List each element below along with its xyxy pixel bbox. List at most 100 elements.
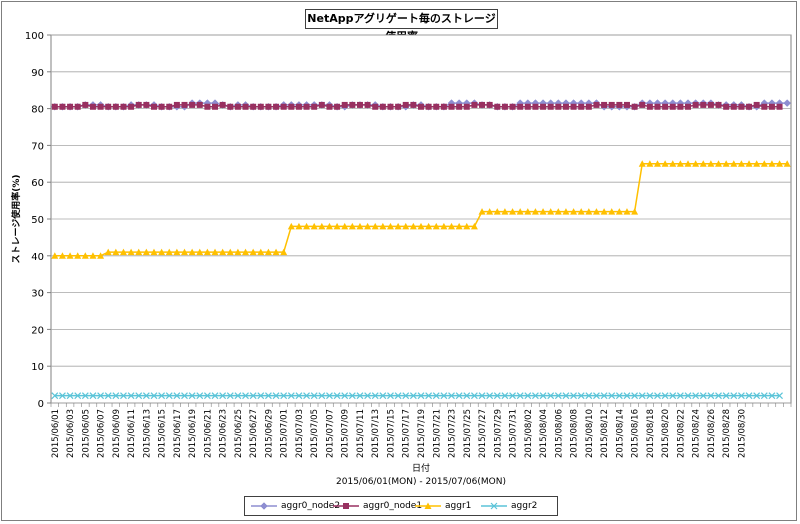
data-point-aggr2	[287, 392, 295, 400]
data-point-aggr2	[745, 392, 753, 400]
data-point-aggr0_node1	[273, 103, 280, 110]
data-point-aggr1	[333, 222, 341, 230]
data-point-aggr1	[516, 208, 524, 215]
data-point-aggr1	[119, 248, 127, 256]
data-point-aggr2	[539, 392, 547, 400]
x-tick-label: 2015/07/01	[280, 409, 290, 458]
data-point-aggr2	[570, 392, 578, 400]
data-point-aggr2	[387, 392, 394, 400]
data-point-aggr0_node1	[761, 103, 768, 110]
data-point-aggr1	[135, 248, 143, 256]
data-point-aggr2	[196, 392, 204, 400]
legend-label: aggr2	[511, 501, 538, 511]
data-point-aggr1	[211, 248, 219, 256]
x-tick-label: 2015/06/05	[81, 409, 91, 458]
data-point-aggr2	[692, 392, 700, 400]
y-axis-label: ストレージ使用率(%)	[10, 174, 22, 263]
data-point-aggr0_node1	[303, 103, 310, 110]
data-point-aggr2	[417, 392, 425, 400]
data-point-aggr2	[760, 392, 768, 400]
y-tick-label: 40	[31, 252, 44, 263]
data-point-aggr1	[181, 248, 189, 256]
data-point-aggr0_node1	[494, 103, 501, 110]
y-tick-label: 10	[31, 362, 44, 373]
data-point-aggr2	[59, 392, 66, 400]
x-tick-label: 2015/07/03	[295, 409, 305, 458]
data-point-aggr1	[97, 252, 105, 259]
data-point-aggr1	[531, 208, 539, 215]
data-point-aggr0_node1	[547, 103, 554, 110]
data-point-aggr0_node1	[646, 103, 653, 110]
data-point-aggr2	[600, 392, 608, 400]
data-point-aggr2	[409, 392, 417, 400]
data-point-aggr2	[112, 392, 120, 400]
data-point-aggr2	[181, 392, 188, 400]
data-point-aggr0_node1	[395, 103, 402, 110]
data-point-aggr0_node1	[135, 101, 142, 108]
x-tick-label: 2015/08/20	[661, 409, 671, 458]
data-point-aggr0_node1	[707, 101, 714, 108]
y-tick-label: 70	[31, 141, 44, 152]
x-tick-label: 2015/08/24	[692, 409, 702, 458]
x-tick-label: 2015/06/27	[249, 409, 259, 458]
data-point-aggr2	[577, 392, 585, 400]
data-point-aggr2	[318, 392, 326, 400]
legend-swatch	[333, 503, 359, 509]
data-point-aggr2	[264, 392, 272, 400]
x-tick-label: 2015/07/31	[509, 409, 519, 458]
data-point-aggr1	[112, 248, 120, 256]
data-point-aggr1	[371, 222, 379, 230]
data-point-aggr1	[379, 222, 387, 230]
data-point-aggr0_node1	[143, 101, 150, 108]
data-point-aggr1	[188, 248, 196, 256]
data-point-aggr1	[463, 222, 471, 230]
data-point-aggr1	[600, 208, 608, 215]
data-point-aggr1	[653, 160, 661, 167]
x-tick-label: 2015/07/09	[341, 409, 351, 458]
data-point-aggr1	[318, 222, 326, 230]
data-point-aggr2	[753, 392, 761, 400]
data-point-aggr0_node1	[723, 103, 730, 110]
data-point-aggr0_node1	[234, 103, 241, 110]
data-point-aggr0_node1	[74, 103, 81, 110]
data-point-aggr1	[615, 208, 623, 215]
data-point-aggr2	[776, 392, 783, 400]
x-tick-label: 2015/06/13	[142, 409, 152, 458]
data-point-aggr0_node1	[257, 103, 264, 110]
data-point-aggr1	[760, 160, 768, 167]
data-point-aggr0_node1	[562, 103, 569, 110]
data-point-aggr0_node1	[204, 103, 211, 110]
data-point-aggr2	[448, 392, 455, 400]
data-point-aggr1	[478, 208, 486, 215]
data-point-aggr0_node1	[112, 103, 119, 110]
data-point-aggr2	[211, 392, 219, 400]
data-point-aggr2	[554, 392, 562, 400]
data-point-aggr1	[417, 222, 425, 230]
data-point-aggr2	[356, 392, 364, 400]
data-point-aggr1	[631, 208, 639, 215]
data-point-aggr2	[81, 392, 89, 400]
data-point-aggr2	[402, 392, 410, 400]
data-point-aggr2	[371, 392, 379, 400]
data-point-aggr1	[570, 208, 578, 215]
data-point-aggr2	[440, 392, 448, 400]
data-point-aggr0_node1	[471, 101, 478, 108]
data-point-aggr0_node1	[746, 103, 753, 110]
data-point-aggr2	[608, 392, 616, 400]
data-point-aggr1	[104, 248, 112, 256]
data-point-aggr1	[409, 222, 417, 230]
legend-label: aggr0_node2	[281, 501, 341, 511]
data-point-aggr1	[547, 208, 555, 215]
data-point-aggr1	[295, 222, 303, 230]
data-point-aggr0_node1	[196, 101, 203, 108]
x-tick-label: 2015/06/29	[264, 409, 274, 458]
data-point-aggr0_node1	[379, 103, 386, 110]
data-point-aggr0_node1	[97, 103, 104, 110]
data-point-aggr0_node1	[425, 103, 432, 110]
data-point-aggr2	[203, 392, 211, 400]
data-point-aggr0_node1	[509, 103, 516, 110]
data-point-aggr1	[722, 160, 730, 167]
x-tick-label: 2015/06/11	[127, 409, 137, 458]
data-point-aggr1	[776, 160, 784, 167]
x-tick-label: 2015/07/11	[356, 409, 366, 458]
